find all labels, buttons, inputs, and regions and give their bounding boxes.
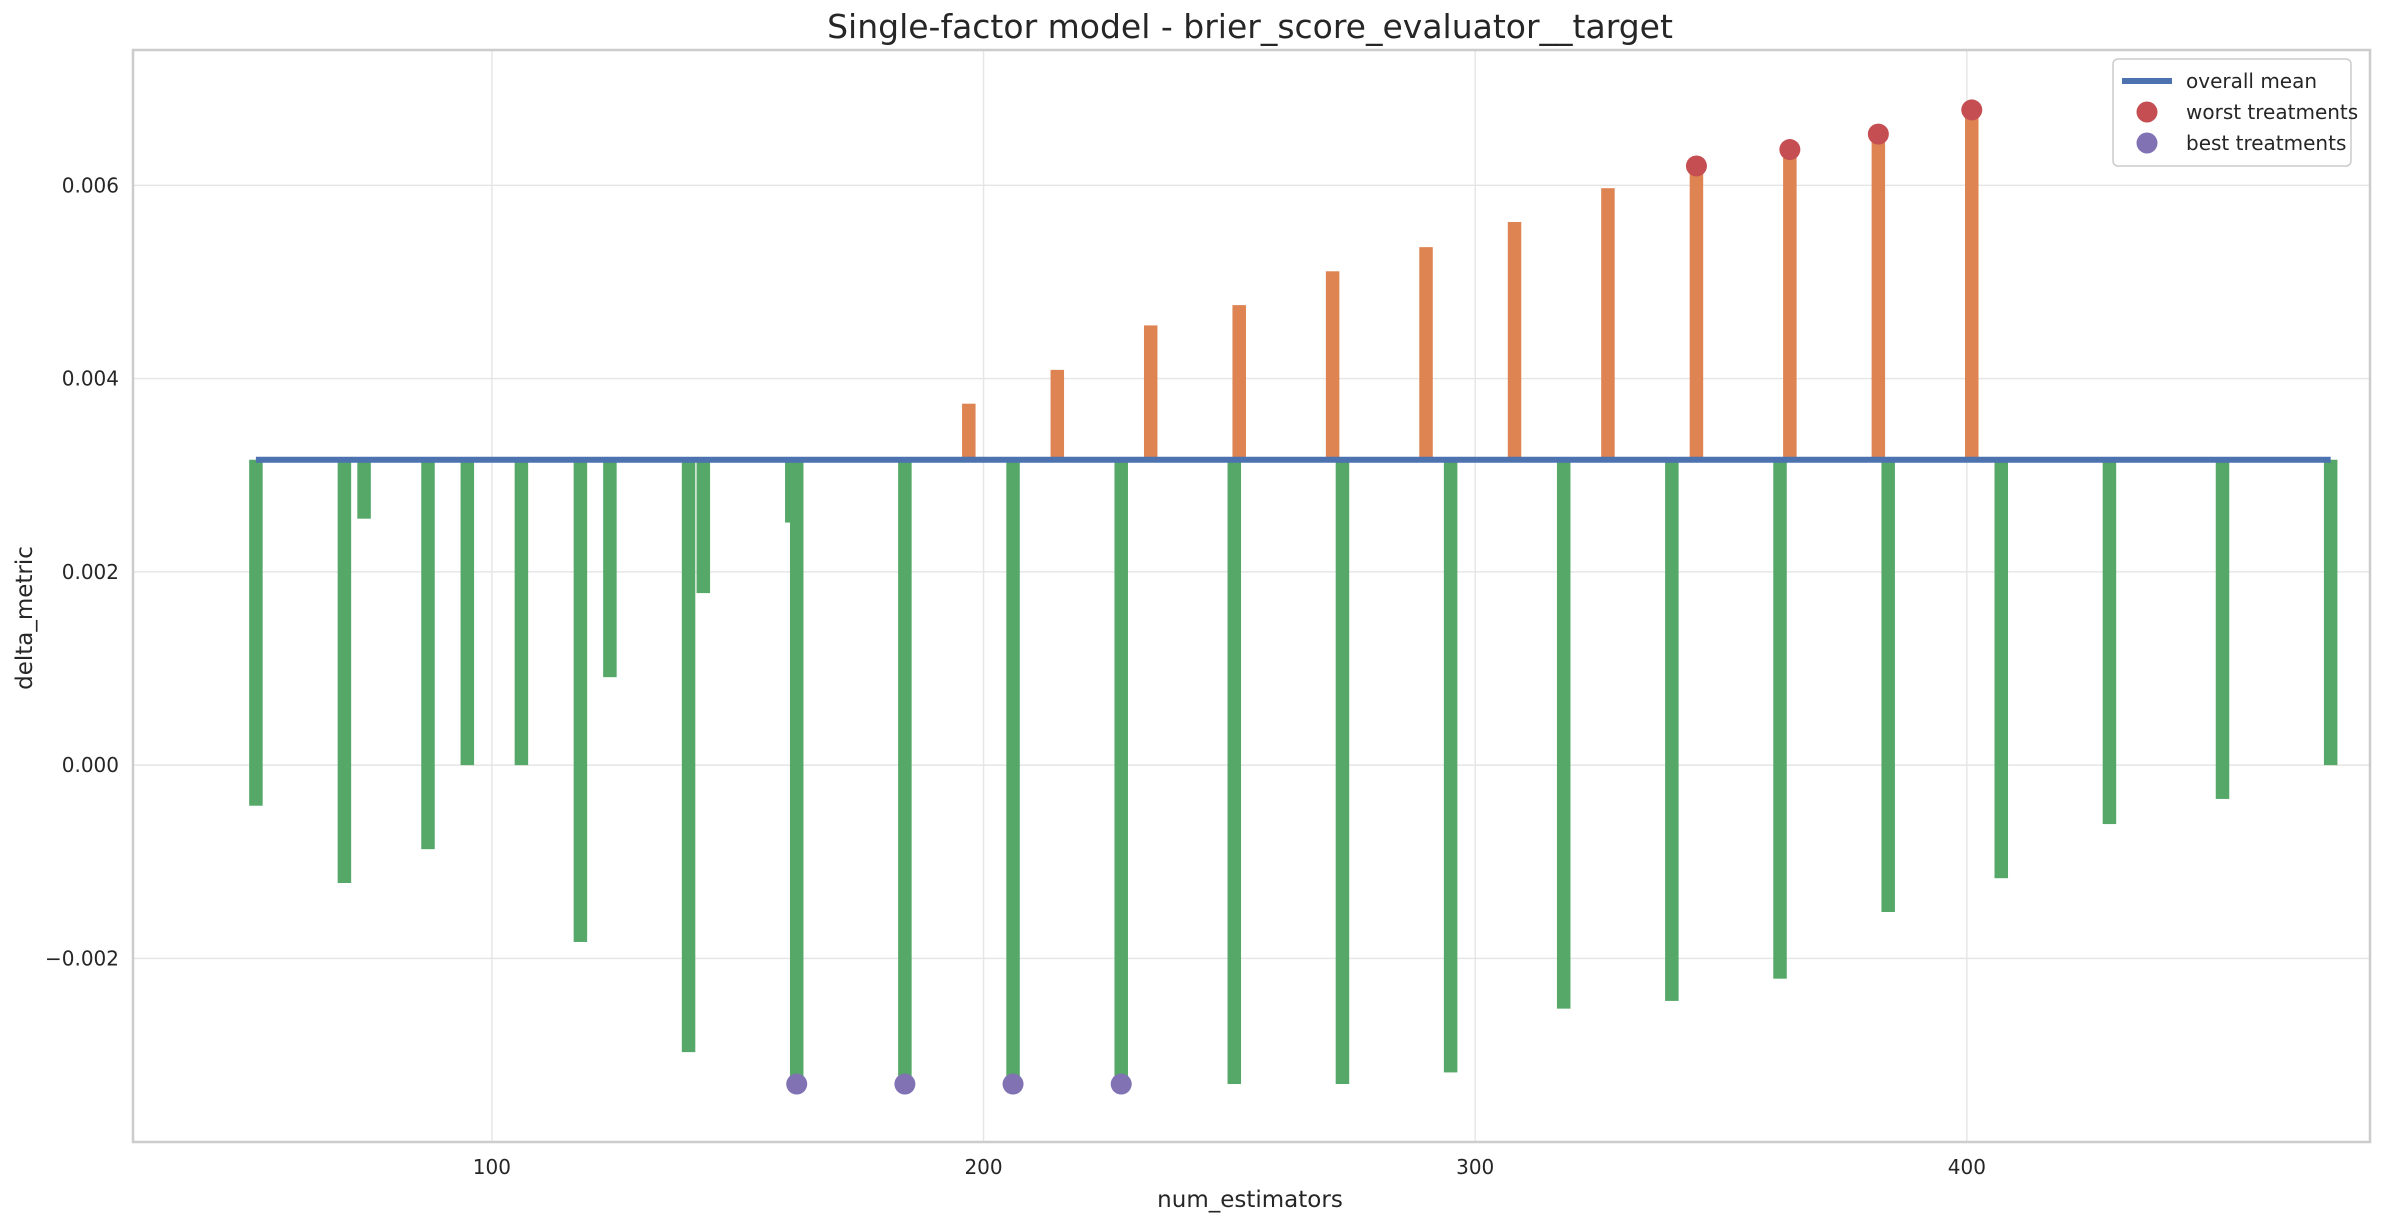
- bar-above-mean: [1783, 149, 1797, 460]
- bar-above-mean: [1871, 134, 1886, 460]
- y-tick-label: 0.004: [62, 367, 119, 391]
- bar-above-mean: [1965, 109, 1979, 460]
- bar-above-mean: [1232, 305, 1246, 460]
- bar-above-mean: [1601, 188, 1615, 460]
- bar-above-mean: [1419, 247, 1433, 460]
- y-tick-label: 0.002: [62, 560, 119, 584]
- bar-below-mean: [337, 459, 352, 884]
- chart-title: Single-factor model - brier_score_evalua…: [827, 7, 1673, 46]
- bar-above-mean: [1050, 369, 1065, 460]
- legend-label: overall mean: [2186, 69, 2317, 93]
- plot-frame: [131, 48, 2372, 1144]
- bar-below-mean: [1556, 459, 1571, 1009]
- x-tick-label: 400: [1948, 1155, 1986, 1179]
- bar-below-mean: [898, 459, 912, 1085]
- x-tick-label: 300: [1456, 1155, 1494, 1179]
- bar-below-mean: [1443, 459, 1458, 1073]
- bar-below-mean: [789, 459, 804, 1085]
- bar-above-mean: [1507, 222, 1522, 460]
- legend-swatch-point: [2136, 101, 2158, 123]
- bar-below-mean: [2323, 459, 2338, 766]
- worst-treatment-point: [1685, 155, 1707, 177]
- legend-swatch-point: [2136, 132, 2158, 154]
- bar-below-mean: [1881, 459, 1895, 913]
- best-treatment-point: [1110, 1073, 1132, 1095]
- bar-below-mean: [1335, 459, 1350, 1085]
- bar-above-mean: [962, 403, 976, 460]
- bar-below-mean: [603, 459, 617, 678]
- bar-below-mean: [357, 459, 371, 519]
- bar-below-mean: [681, 459, 696, 1053]
- plot-area: 100 200 300 400 −0.002 0.000 0.002 0.004 0.006 ov…: [45, 48, 2372, 1179]
- bar-below-mean: [2215, 459, 2230, 799]
- worst-treatment-point: [1779, 139, 1801, 161]
- best-treatment-point: [894, 1073, 916, 1095]
- bar-below-mean: [1773, 459, 1787, 979]
- best-treatment-point: [786, 1073, 808, 1095]
- bar-below-mean: [249, 459, 263, 806]
- bar-above-mean: [1689, 165, 1704, 460]
- bar-below-mean: [514, 459, 529, 766]
- x-axis-label: num_estimators: [1157, 1187, 1343, 1213]
- y-tick-label: 0.006: [62, 173, 119, 197]
- legend-label: best treatments: [2186, 131, 2346, 155]
- x-tick-label: 200: [964, 1155, 1002, 1179]
- worst-treatment-point: [1961, 99, 1983, 121]
- legend-frame: [2112, 58, 2352, 167]
- y-axis-label: delta_metric: [12, 546, 38, 690]
- bar-above-mean: [1325, 271, 1340, 460]
- bar-below-mean: [1114, 459, 1128, 1085]
- bar-below-mean: [1665, 459, 1679, 1001]
- bar-below-mean: [1994, 459, 2009, 879]
- y-tick-label: −0.002: [45, 946, 119, 970]
- bar-below-mean: [696, 459, 711, 594]
- best-treatment-point: [1002, 1073, 1024, 1095]
- bar-below-mean: [421, 459, 435, 850]
- bar-below-mean: [1227, 459, 1242, 1085]
- bar-below-mean: [573, 459, 588, 942]
- bar-above-mean: [1143, 325, 1158, 460]
- legend-label: worst treatments: [2186, 100, 2358, 124]
- legend: overall mean worst treatments best treatme…: [2112, 58, 2358, 167]
- y-tick-label: 0.000: [62, 753, 119, 777]
- bar-below-mean: [1006, 459, 1020, 1085]
- bar-below-mean: [2102, 459, 2117, 825]
- x-tick-label: 100: [473, 1155, 511, 1179]
- bar-below-mean: [460, 459, 475, 766]
- worst-treatment-point: [1867, 123, 1889, 145]
